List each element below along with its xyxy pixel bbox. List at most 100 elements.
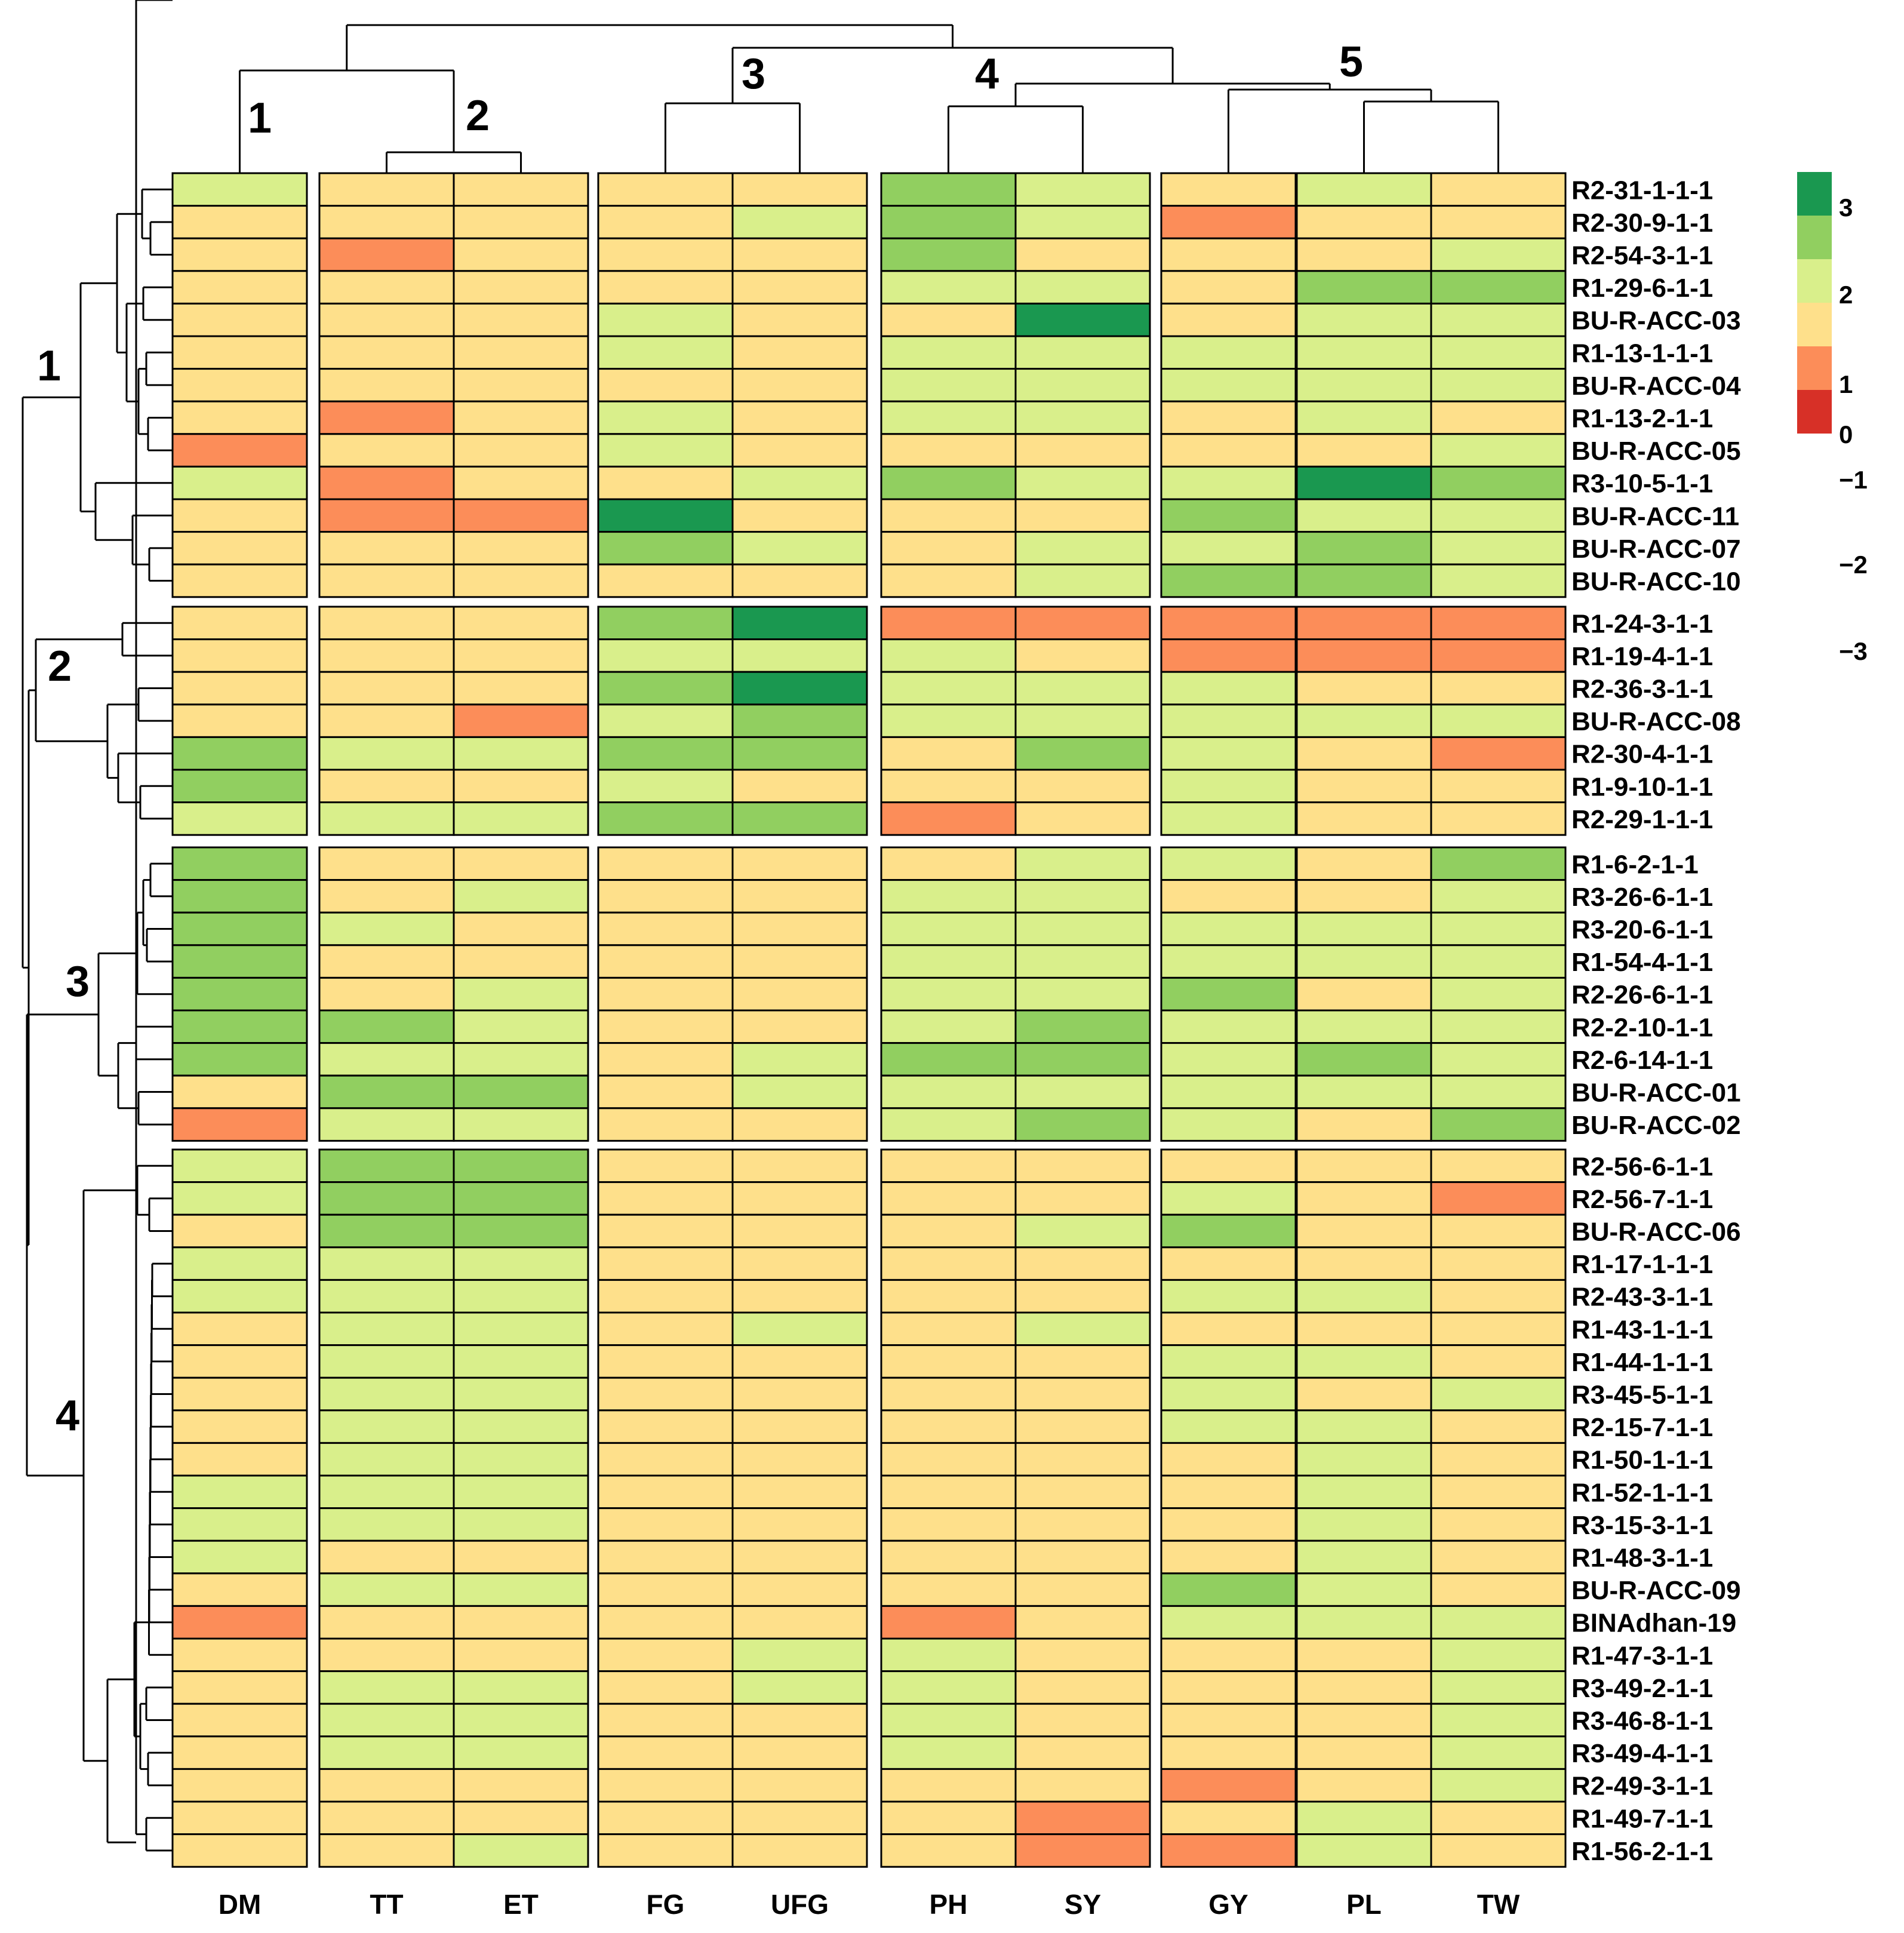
heatmap-cell <box>597 498 734 533</box>
column-label: TT <box>370 1889 403 1920</box>
heatmap-cell <box>318 769 455 804</box>
heatmap-cell <box>1160 1311 1297 1347</box>
heatmap-cell <box>597 1376 734 1412</box>
heatmap-cell <box>1296 1507 1432 1542</box>
heatmap-cell <box>453 801 589 836</box>
heatmap-cell <box>1296 1605 1432 1640</box>
heatmap-cell <box>1296 1637 1432 1673</box>
heatmap-cell <box>318 1442 455 1477</box>
heatmap-cell <box>453 1735 589 1770</box>
heatmap-cell <box>1160 1376 1297 1412</box>
column-cluster-label: 2 <box>466 92 490 140</box>
heatmap-cell <box>1160 1148 1297 1184</box>
heatmap-cell <box>1014 1605 1151 1640</box>
heatmap-cell <box>1296 498 1432 533</box>
heatmap-cell <box>1296 1572 1432 1607</box>
heatmap-cell <box>453 1833 589 1868</box>
legend-tick-label: 3 <box>1839 193 1853 222</box>
heatmap-cell <box>1430 400 1567 435</box>
heatmap-cell <box>597 237 734 272</box>
heatmap-cell <box>1430 1768 1567 1803</box>
heatmap-cell <box>171 1409 308 1444</box>
heatmap-cell <box>1430 1637 1567 1673</box>
heatmap-cell <box>1014 1833 1151 1868</box>
legend-tick-label: −1 <box>1839 466 1868 494</box>
heatmap-cell <box>318 172 455 207</box>
heatmap-cell <box>453 302 589 337</box>
row-label: R1-13-1-1-1 <box>1571 339 1713 368</box>
heatmap-cell <box>1296 1074 1432 1110</box>
heatmap-cell <box>453 400 589 435</box>
heatmap-cell <box>318 498 455 533</box>
heatmap-cell <box>597 172 734 207</box>
row-label: BU-R-ACC-10 <box>1571 567 1741 597</box>
heatmap-cell <box>453 703 589 738</box>
heatmap-cell <box>1160 368 1297 402</box>
column-label: FG <box>647 1889 685 1920</box>
heatmap-cell <box>1014 1800 1151 1836</box>
heatmap-cell <box>318 801 455 836</box>
heatmap-cell <box>597 335 734 370</box>
heatmap-cell <box>880 1507 1017 1542</box>
heatmap-cell <box>731 1148 868 1184</box>
heatmap-cell <box>731 1181 868 1216</box>
heatmap-cell <box>318 1042 455 1077</box>
heatmap-cell <box>318 944 455 979</box>
heatmap-cell <box>597 1107 734 1142</box>
heatmap-cell <box>1296 433 1432 468</box>
heatmap-cell <box>1160 465 1297 500</box>
heatmap-cell <box>171 368 308 402</box>
heatmap-cell <box>1430 801 1567 836</box>
heatmap-cell <box>318 1768 455 1803</box>
heatmap-cell <box>1014 1279 1151 1314</box>
heatmap-cell <box>880 563 1017 598</box>
heatmap-cell <box>731 1442 868 1477</box>
heatmap-cell <box>1296 801 1432 836</box>
heatmap-cell <box>453 433 589 468</box>
column-label: TW <box>1477 1889 1520 1920</box>
heatmap-cell <box>597 879 734 914</box>
heatmap-cell <box>597 1148 734 1184</box>
heatmap-cell <box>1296 1800 1432 1836</box>
heatmap-cell <box>453 465 589 500</box>
heatmap-cell <box>318 1670 455 1705</box>
heatmap-cell <box>1296 1474 1432 1510</box>
heatmap-cell <box>1296 703 1432 738</box>
heatmap-cell <box>1014 400 1151 435</box>
heatmap-cell <box>453 1376 589 1412</box>
legend-tick-label: −3 <box>1839 637 1868 665</box>
heatmap-cell <box>171 1702 308 1738</box>
heatmap-cell <box>318 335 455 370</box>
heatmap-cell <box>731 498 868 533</box>
heatmap-cell <box>171 1376 308 1412</box>
heatmap-cell <box>1430 1279 1567 1314</box>
heatmap-cell <box>453 368 589 402</box>
heatmap-cell <box>1160 1009 1297 1044</box>
heatmap-cell <box>1296 465 1432 500</box>
heatmap-cell <box>1296 1279 1432 1314</box>
heatmap-cell <box>597 976 734 1012</box>
heatmap-cell <box>731 703 868 738</box>
row-label: BU-R-ACC-07 <box>1571 534 1741 564</box>
heatmap-cell <box>1296 1442 1432 1477</box>
row-label: R3-26-6-1-1 <box>1571 883 1713 912</box>
heatmap-cell <box>1296 1107 1432 1142</box>
heatmap-cell <box>1296 944 1432 979</box>
heatmap-cell <box>1014 606 1151 641</box>
heatmap-cell <box>880 1474 1017 1510</box>
heatmap-cell <box>597 1442 734 1477</box>
heatmap-cell <box>1014 638 1151 673</box>
heatmap-cell <box>880 237 1017 272</box>
heatmap-cell <box>1430 302 1567 337</box>
heatmap-cell <box>1160 801 1297 836</box>
heatmap-cell <box>1296 1148 1432 1184</box>
heatmap-cell <box>453 531 589 566</box>
heatmap-cell <box>1430 1670 1567 1705</box>
heatmap-cell <box>597 1670 734 1705</box>
heatmap-cell <box>880 270 1017 305</box>
row-label: R3-10-5-1-1 <box>1571 469 1713 499</box>
heatmap-cell <box>318 1074 455 1110</box>
heatmap-cell <box>1014 1442 1151 1477</box>
heatmap-cell <box>1014 498 1151 533</box>
heatmap-cell <box>1160 1344 1297 1379</box>
